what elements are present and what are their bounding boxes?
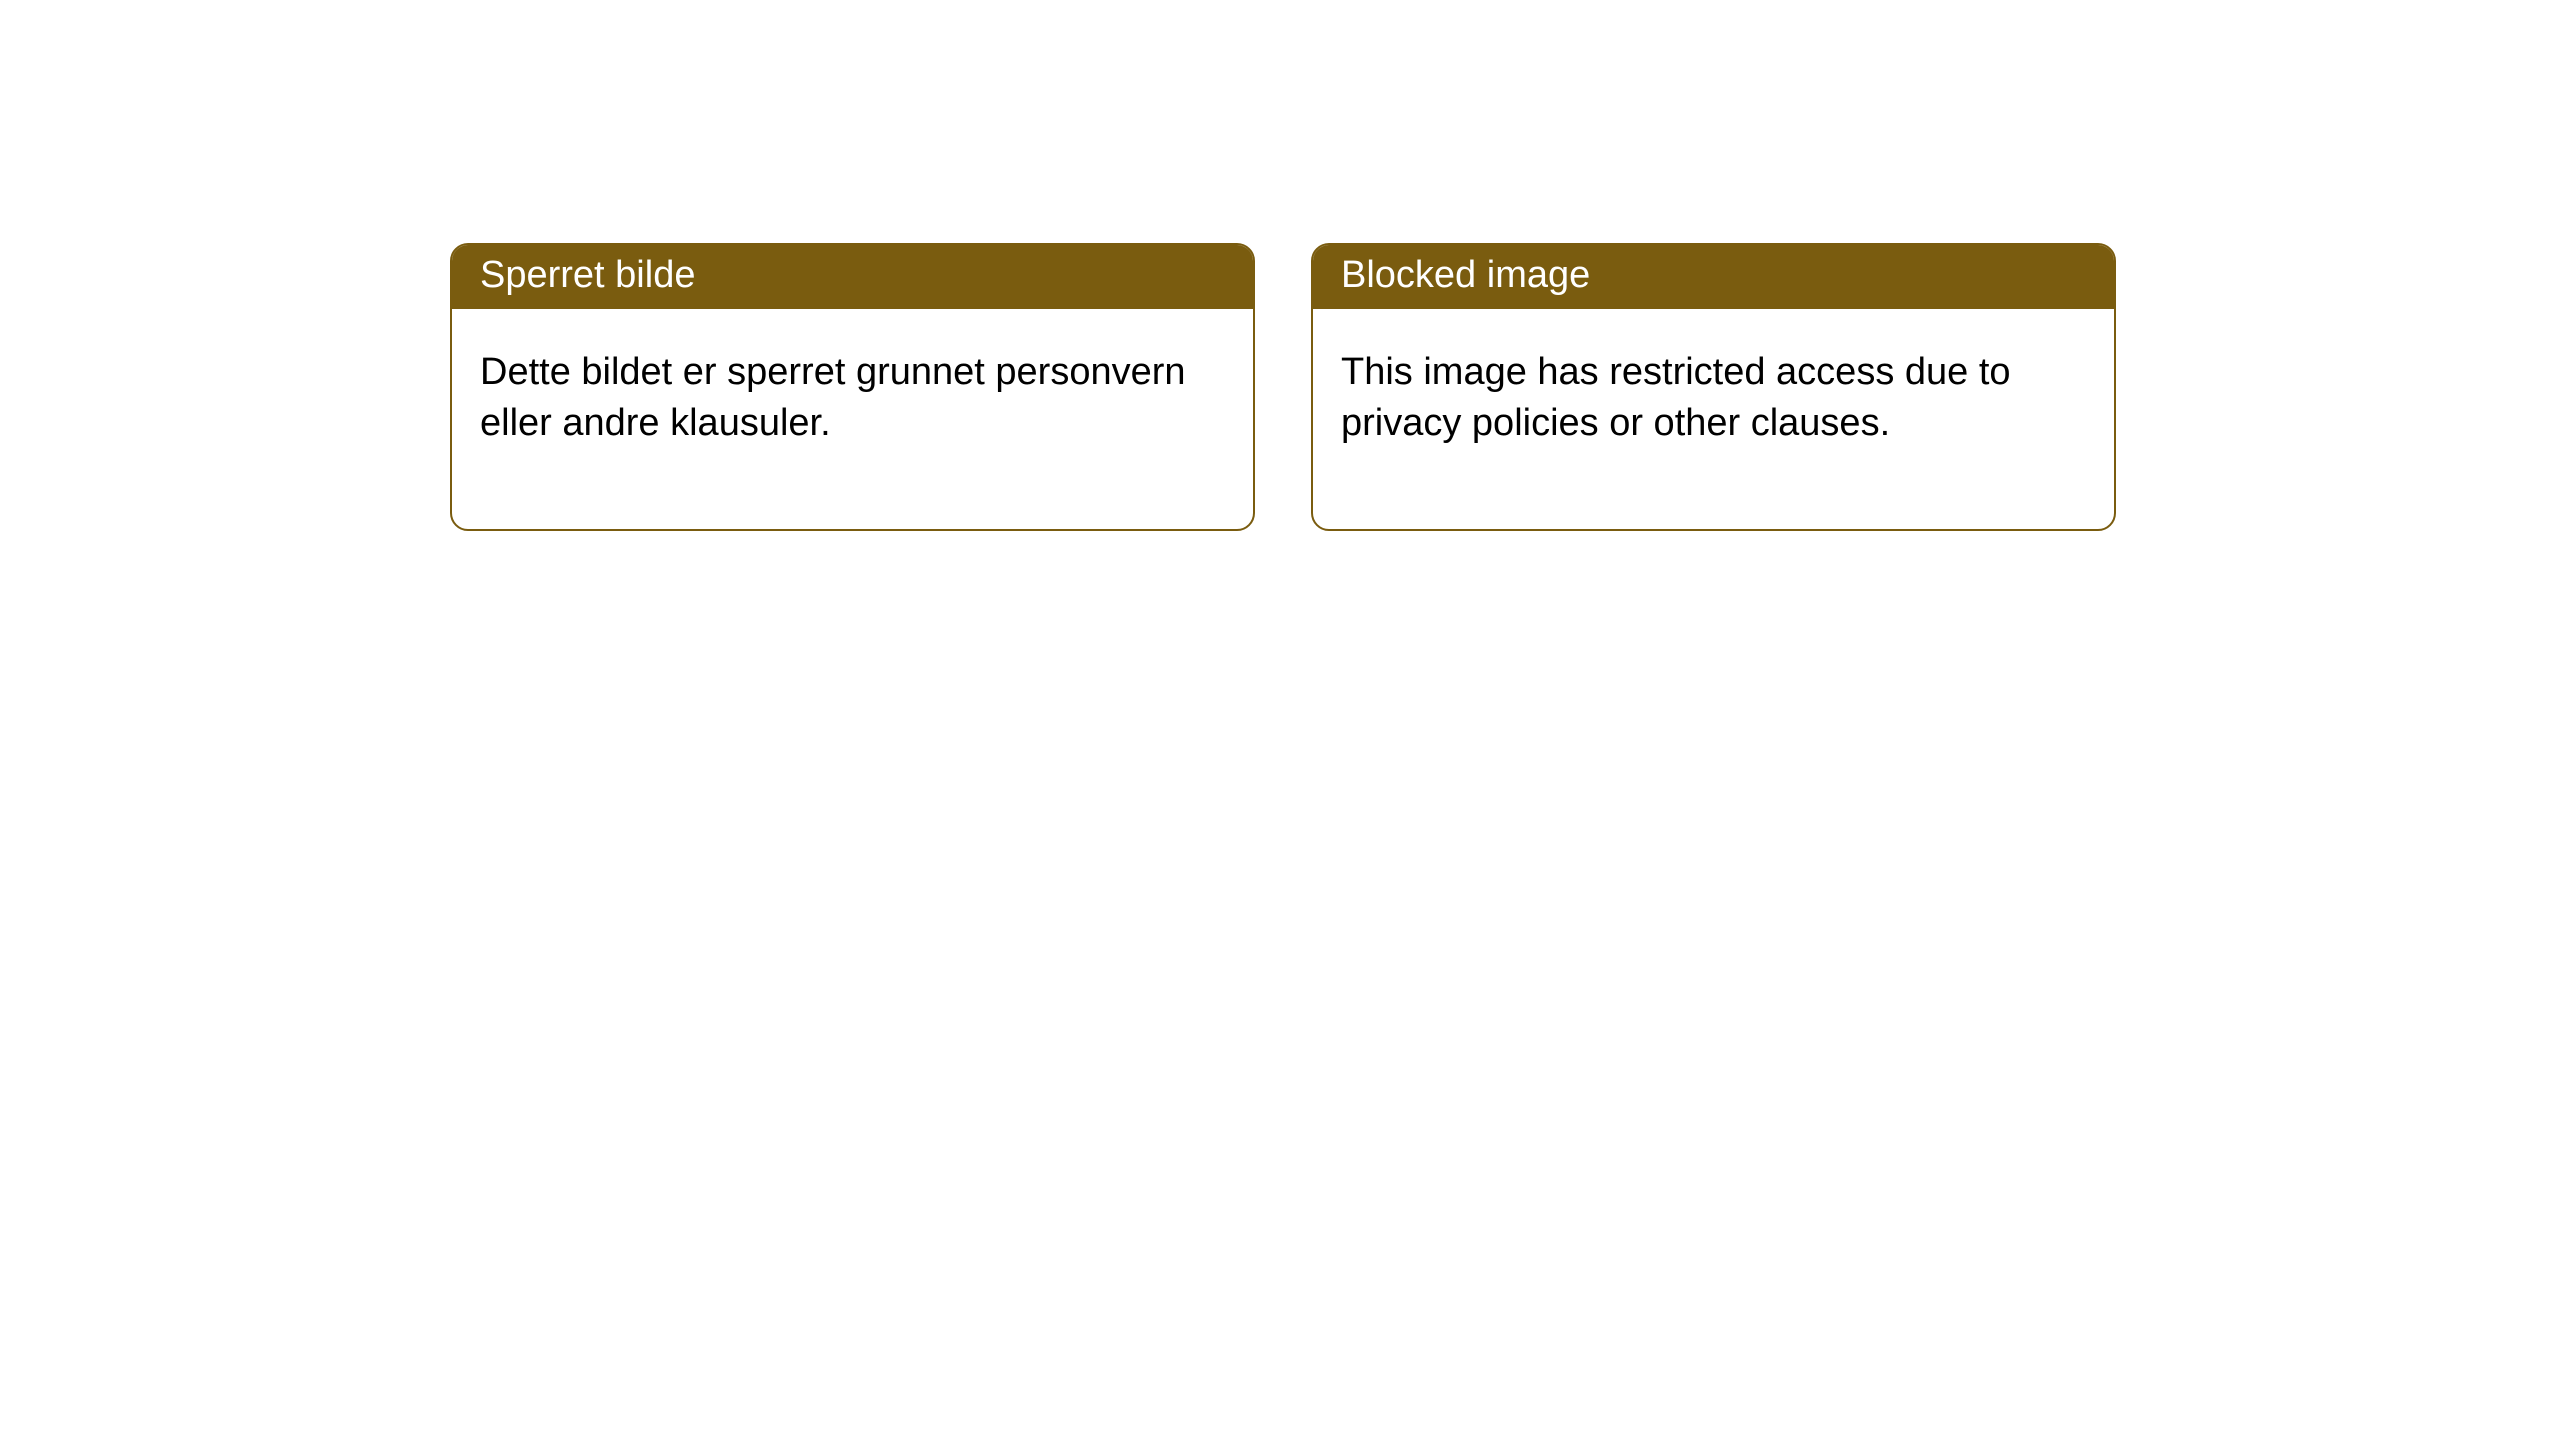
- notice-container: Sperret bilde Dette bildet er sperret gr…: [0, 0, 2560, 531]
- notice-card-english: Blocked image This image has restricted …: [1311, 243, 2116, 531]
- notice-message-english: This image has restricted access due to …: [1313, 309, 2114, 530]
- notice-title-english: Blocked image: [1313, 245, 2114, 309]
- notice-card-norwegian: Sperret bilde Dette bildet er sperret gr…: [450, 243, 1255, 531]
- notice-message-norwegian: Dette bildet er sperret grunnet personve…: [452, 309, 1253, 530]
- notice-title-norwegian: Sperret bilde: [452, 245, 1253, 309]
